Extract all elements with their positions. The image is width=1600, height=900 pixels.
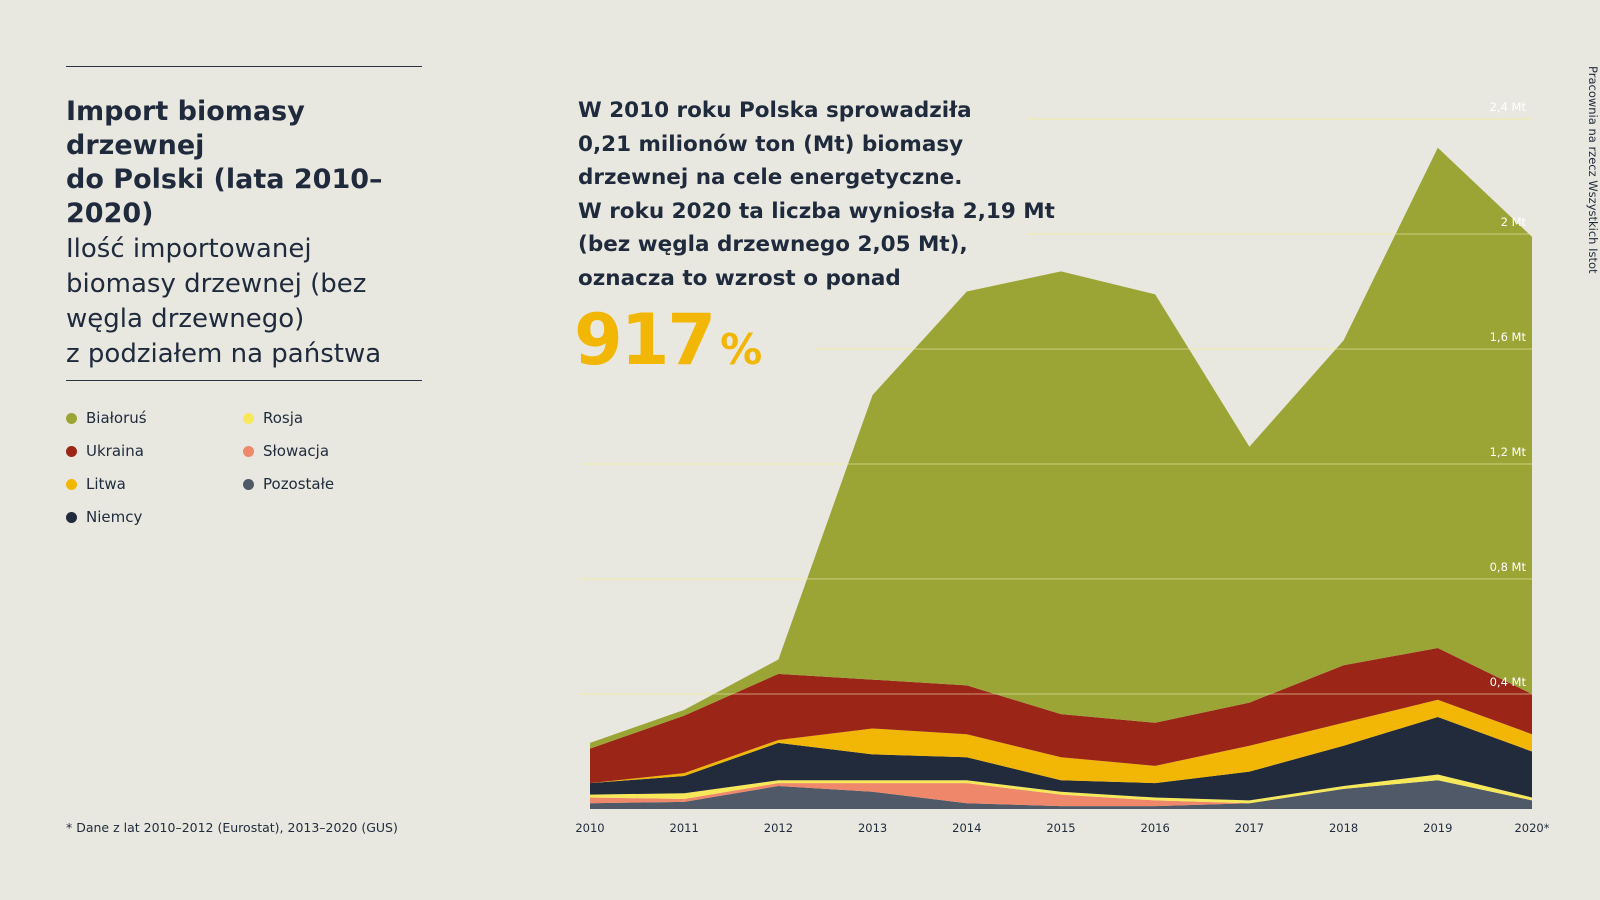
chart-title-line-2: do Polski (lata 2010–2020) — [66, 164, 383, 229]
legend-dot-slowacja — [243, 445, 254, 457]
top-divider — [66, 66, 422, 67]
y-tick-label: 2,4 Mt — [1490, 100, 1527, 114]
x-tick-label: 2019 — [1423, 821, 1452, 835]
x-tick-label: 2010 — [575, 821, 604, 835]
headline-line-1: W 2010 roku Polska sprowadziła — [578, 98, 972, 123]
headline-line-6: oznacza to wzrost o ponad — [578, 265, 901, 291]
area-bialorus — [590, 147, 1532, 749]
headline-line-2: 0,21 milionów ton (Mt) biomasy — [578, 131, 964, 157]
x-tick-label: 2012 — [764, 821, 793, 835]
x-tick-label: 2018 — [1329, 821, 1358, 835]
x-tick-label: 2016 — [1141, 821, 1170, 835]
legend-item-slowacja: Słowacja — [243, 441, 329, 461]
area-rosja — [590, 774, 1532, 804]
chart-subtitle-line-3: węgla drzewnego) — [66, 304, 305, 334]
series-areas — [580, 118, 1532, 809]
y-tick-label: 1,6 Mt — [1490, 330, 1527, 344]
credit-text: Pracownia na rzecz Wszystkich Istot — [1586, 66, 1600, 274]
legend-dot-rosja — [243, 412, 254, 424]
chart-title: Import biomasy drzewnej do Polski (lata … — [66, 95, 446, 231]
legend-item-niemcy: Niemcy — [66, 507, 142, 527]
chart-subtitle-line-2: biomasy drzewnej (bez — [66, 269, 367, 299]
y-tick-label: 1,2 Mt — [1490, 445, 1527, 459]
headline-line-4: W roku 2020 ta liczba wyniosła 2,19 Mt — [578, 198, 1055, 224]
chart-subtitle-line-4: z podziałem na państwa — [66, 339, 382, 369]
y-tick-label: 2 Mt — [1501, 215, 1527, 229]
footnote: * Dane z lat 2010–2012 (Eurostat), 2013–… — [66, 820, 398, 835]
legend-item-rosja: Rosja — [243, 408, 303, 428]
x-tick-label: 2013 — [858, 821, 887, 835]
legend-label: Pozostałe — [263, 475, 335, 493]
legend-item-pozostale: Pozostałe — [243, 474, 334, 494]
growth-number: 917 — [574, 299, 716, 381]
legend-label: Rosja — [263, 409, 304, 427]
chart-subtitle: Ilość importowanej biomasy drzewnej (bez… — [66, 232, 446, 372]
x-tick-label: 2011 — [670, 821, 699, 835]
legend-dot-pozostale — [243, 478, 254, 490]
legend-item-bialorus: Białoruś — [66, 408, 147, 428]
area-niemcy — [590, 717, 1532, 801]
growth-unit: % — [720, 325, 763, 374]
x-tick-label: 2014 — [952, 821, 981, 835]
y-tick-label: 0,4 Mt — [1490, 675, 1527, 689]
area-litwa — [590, 699, 1532, 784]
middle-divider — [66, 380, 422, 381]
headline-line-3: drzewnej na cele energetyczne. — [578, 165, 963, 190]
y-tick-label: 0,8 Mt — [1490, 560, 1527, 574]
chart-title-line-1: Import biomasy drzewnej — [66, 96, 305, 161]
legend-item-litwa: Litwa — [66, 474, 126, 494]
legend-dot-ukraina — [66, 445, 77, 457]
legend-label: Słowacja — [263, 442, 330, 460]
growth-percentage: 917% — [574, 300, 762, 390]
legend-dot-niemcy — [66, 511, 77, 523]
x-tick-label: 2015 — [1046, 821, 1075, 835]
legend-dot-litwa — [66, 478, 77, 490]
legend-item-ukraina: Ukraina — [66, 441, 144, 461]
area-pozostale — [590, 780, 1532, 809]
x-tick-label: 2020* — [1514, 821, 1549, 835]
chart-subtitle-line-1: Ilość importowanej — [66, 234, 312, 264]
legend-dot-bialorus — [66, 412, 77, 424]
legend-label: Ukraina — [86, 442, 144, 460]
legend-label: Niemcy — [86, 508, 143, 526]
area-slowacja — [590, 780, 1532, 807]
headline-text: W 2010 roku Polska sprowadziła 0,21 mili… — [578, 94, 1055, 295]
x-axis-labels: 2010 2011 2012 2013 2014 2015 2016 2017 2018 2019… — [575, 821, 1549, 835]
legend-label: Litwa — [86, 475, 126, 493]
y-axis-labels: 0,4 Mt 0,8 Mt 1,2 Mt 1,6 Mt 2 Mt 2,4 Mt — [1490, 100, 1527, 689]
chart-title-block: Import biomasy drzewnej do Polski (lata … — [66, 95, 446, 372]
area-ukraina — [590, 648, 1532, 784]
x-tick-label: 2017 — [1235, 821, 1264, 835]
headline-line-5: (bez węgla drzewnego 2,05 Mt), — [578, 232, 968, 257]
legend-label: Białoruś — [86, 409, 147, 427]
